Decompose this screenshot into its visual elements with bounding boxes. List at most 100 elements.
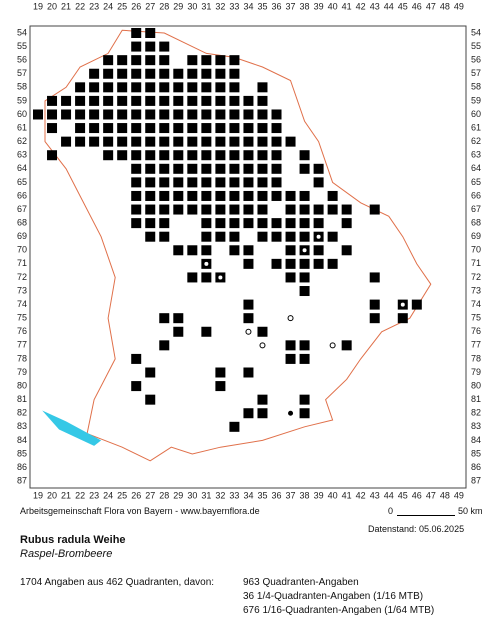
record-square	[285, 218, 296, 229]
common-name: Raspel-Brombeere	[20, 548, 113, 560]
record-square	[159, 218, 170, 229]
row-label: 71	[471, 258, 481, 268]
record-square	[229, 109, 240, 120]
record-square	[341, 218, 352, 229]
record-square	[131, 177, 142, 188]
record-square	[145, 150, 156, 161]
record-square	[131, 41, 142, 52]
column-label: 40	[328, 1, 338, 11]
record-circle	[399, 301, 406, 308]
row-label: 63	[17, 150, 27, 160]
record-square	[187, 123, 198, 134]
record-dot	[245, 410, 251, 416]
record-square	[215, 82, 226, 93]
record-square	[229, 55, 240, 66]
row-label: 78	[471, 353, 481, 363]
record-square	[243, 204, 254, 215]
row-label: 84	[17, 435, 27, 445]
map: 19 19 20 20 21 21 22 22 23 23 24 24 25 25 26 26 27 27 28 28…	[17, 1, 481, 500]
column-label: 29	[173, 1, 183, 11]
row-label: 54	[17, 27, 27, 37]
row-label: 67	[17, 204, 27, 214]
record-square	[103, 82, 114, 93]
record-square	[145, 28, 156, 38]
record-square	[173, 150, 184, 161]
row-label: 73	[17, 285, 27, 295]
summary: 1704 Angaben aus 462 Quadranten, davon:	[20, 577, 215, 588]
record-square	[103, 150, 114, 161]
record-square	[159, 163, 170, 174]
record-square	[173, 136, 184, 147]
record-square	[75, 123, 86, 134]
record-square	[159, 204, 170, 215]
record-square	[187, 95, 198, 106]
record-square	[159, 231, 170, 242]
record-square	[187, 136, 198, 147]
row-label: 84	[471, 435, 481, 445]
record-square	[229, 190, 240, 201]
column-label: 21	[61, 1, 71, 11]
record-square	[187, 272, 198, 283]
record-square	[173, 68, 184, 79]
record-square	[313, 245, 324, 256]
record-circle	[217, 274, 224, 281]
row-label: 60	[471, 109, 481, 119]
record-square	[75, 82, 86, 93]
column-label: 30	[187, 490, 197, 500]
record-square	[299, 218, 310, 229]
record-square	[159, 150, 170, 161]
record-square	[145, 136, 156, 147]
record-square	[159, 190, 170, 201]
record-square	[61, 136, 72, 147]
record-square	[173, 123, 184, 134]
record-square	[61, 109, 72, 120]
record-square	[131, 190, 142, 201]
column-label: 21	[61, 490, 71, 500]
record-square	[159, 340, 170, 351]
record-square	[299, 272, 310, 283]
credit: Arbeitsgemeinschaft Flora von Bayern - w…	[20, 506, 260, 516]
record-square	[369, 313, 380, 324]
record-square	[187, 109, 198, 120]
record-square	[341, 340, 352, 351]
record-square	[201, 68, 212, 79]
column-label: 48	[440, 1, 450, 11]
record-square	[89, 109, 100, 120]
state-border	[44, 29, 432, 462]
row-label: 77	[17, 340, 27, 350]
record-square	[75, 95, 86, 106]
column-label: 33	[229, 1, 239, 11]
record-square	[75, 109, 86, 120]
record-square	[103, 95, 114, 106]
record-square	[47, 95, 58, 106]
record-square	[145, 190, 156, 201]
record-square	[271, 136, 282, 147]
record-square	[187, 177, 198, 188]
record-dot	[259, 410, 265, 416]
record-square	[229, 136, 240, 147]
record-dot	[288, 274, 294, 280]
column-label: 25	[117, 490, 127, 500]
row-label: 57	[17, 68, 27, 78]
record-square	[243, 109, 254, 120]
row-label: 73	[471, 285, 481, 295]
record-square	[341, 245, 352, 256]
record-square	[187, 163, 198, 174]
record-square	[243, 123, 254, 134]
record-square	[145, 109, 156, 120]
column-label: 38	[300, 490, 310, 500]
record-square	[145, 68, 156, 79]
record-square	[103, 55, 114, 66]
record-square	[159, 123, 170, 134]
scale-bar	[397, 515, 455, 516]
row-label: 68	[17, 217, 27, 227]
record-square	[215, 150, 226, 161]
record-square	[159, 95, 170, 106]
record-square	[187, 150, 198, 161]
column-label: 36	[272, 490, 282, 500]
record-square	[341, 204, 352, 215]
column-label: 32	[215, 490, 225, 500]
record-circle	[329, 342, 336, 349]
record-square	[397, 313, 408, 324]
row-label: 70	[17, 245, 27, 255]
